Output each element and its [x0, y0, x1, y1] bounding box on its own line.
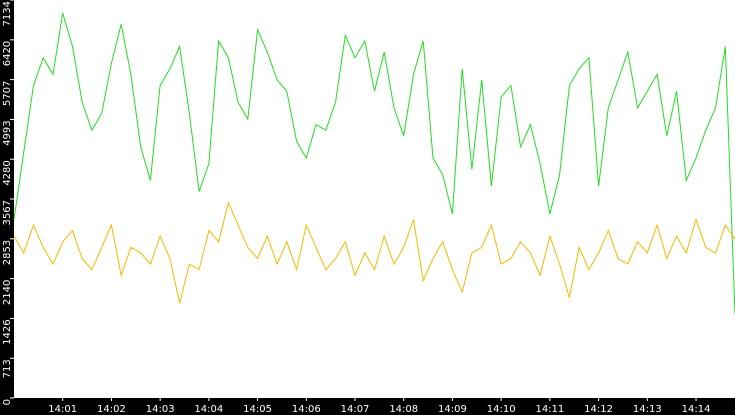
x-tick-label: 14:04: [194, 404, 223, 415]
y-tick-label: 2853: [2, 240, 13, 265]
y-tick-label: 3567: [2, 200, 13, 225]
x-tick-label: 14:14: [682, 404, 711, 415]
series-line: [13, 201, 735, 304]
x-tick-label: 14:09: [438, 404, 467, 415]
x-tick-label: 14:05: [243, 404, 272, 415]
x-tick-label: 14:13: [633, 404, 662, 415]
x-tick-label: 14:02: [97, 404, 126, 415]
y-tick-label: 6420: [2, 41, 13, 66]
y-tick-label: 4993: [2, 120, 13, 145]
x-tick-label: 14:01: [48, 404, 77, 415]
y-tick-label: 5707: [2, 81, 13, 106]
x-tick-label: 14:12: [584, 404, 613, 415]
x-tick-label: 14:10: [487, 404, 516, 415]
y-tick-label: 2140: [2, 280, 13, 305]
y-tick-label: 7134: [2, 1, 13, 26]
x-tick-label: 14:07: [341, 404, 370, 415]
y-tick-label: 4280: [2, 160, 13, 185]
y-tick-label: 713: [2, 359, 13, 378]
y-tick-label: 0: [2, 399, 13, 405]
x-tick-label: 14:03: [146, 404, 175, 415]
series-line: [13, 12, 735, 315]
y-tick-label: 1426: [2, 319, 13, 344]
x-tick-label: 14:08: [389, 404, 418, 415]
plot-area: [14, 0, 735, 398]
x-tick-label: 14:06: [292, 404, 321, 415]
x-tick-label: 14:11: [535, 404, 564, 415]
